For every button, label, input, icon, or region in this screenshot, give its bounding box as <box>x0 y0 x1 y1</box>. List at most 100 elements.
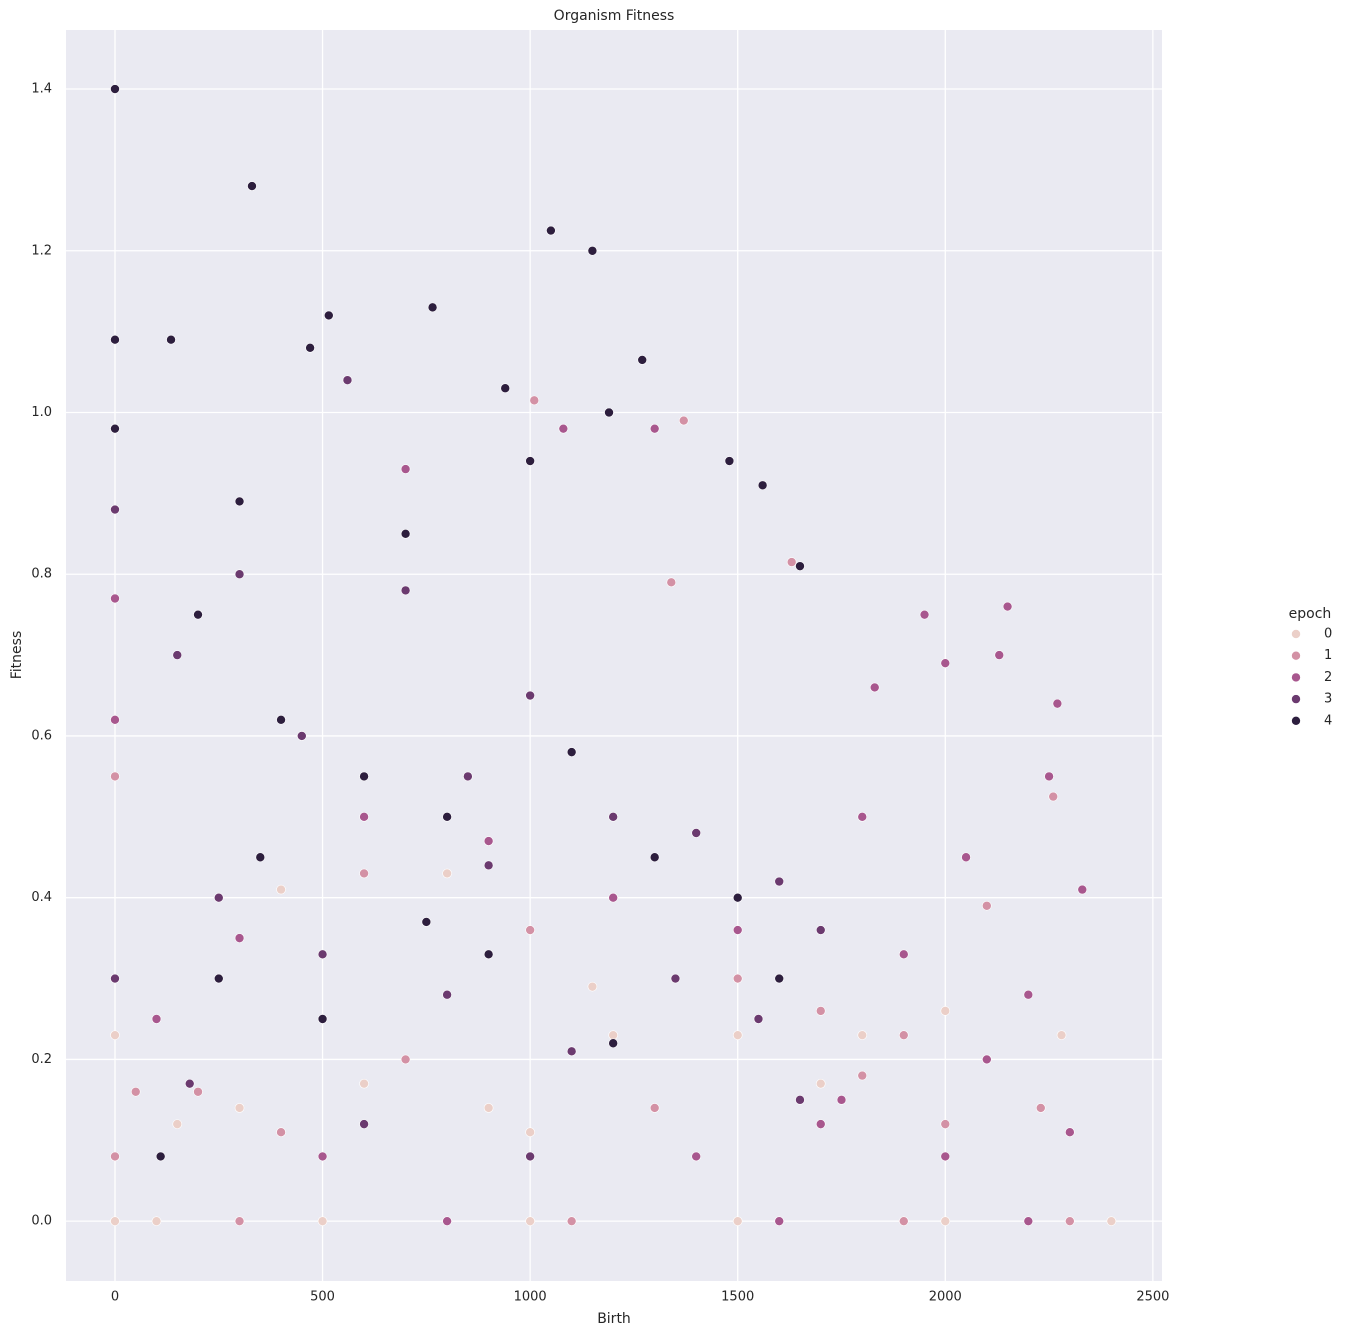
point <box>110 973 120 984</box>
point <box>400 585 411 596</box>
y-axis-label: Fitness <box>9 631 25 680</box>
point <box>546 225 556 236</box>
point <box>869 682 880 693</box>
point <box>442 868 452 879</box>
point <box>359 1119 369 1129</box>
point <box>110 1030 120 1040</box>
point <box>400 464 411 474</box>
point <box>587 981 598 992</box>
point <box>732 1216 743 1226</box>
y-tick-label: 1.0 <box>31 405 52 420</box>
point <box>774 876 785 887</box>
point <box>1065 1216 1075 1226</box>
point <box>774 973 785 984</box>
point <box>172 1119 183 1129</box>
point <box>732 892 743 903</box>
point <box>255 852 266 863</box>
point <box>500 383 511 394</box>
point <box>982 1054 992 1065</box>
point <box>898 1216 909 1226</box>
point <box>1052 698 1063 709</box>
point <box>297 731 307 741</box>
point <box>857 1030 868 1040</box>
point <box>649 1103 660 1113</box>
point <box>608 812 618 822</box>
point <box>525 456 535 466</box>
point <box>666 577 677 588</box>
x-tick-label: 2000 <box>929 1290 962 1305</box>
point <box>724 456 735 466</box>
point <box>483 836 494 846</box>
point <box>110 423 120 434</box>
point <box>442 812 452 822</box>
point <box>276 1127 286 1138</box>
legend-title: epoch <box>1289 606 1332 622</box>
point <box>172 650 183 660</box>
point <box>1023 1216 1034 1226</box>
y-tick-label: 0.8 <box>31 567 52 582</box>
point <box>940 1119 951 1129</box>
legend-marker <box>1291 650 1301 661</box>
point <box>961 852 971 863</box>
point <box>400 528 411 539</box>
x-tick-label: 500 <box>310 1290 335 1305</box>
point <box>691 828 702 838</box>
point <box>359 868 369 879</box>
point <box>193 609 203 620</box>
x-axis-label: Birth <box>597 1311 631 1327</box>
legend-label: 0 <box>1324 627 1332 642</box>
point <box>649 423 660 434</box>
point <box>940 658 951 668</box>
point <box>525 1151 535 1162</box>
point <box>994 650 1005 660</box>
point <box>786 557 797 567</box>
point <box>110 593 120 604</box>
point <box>184 1078 195 1089</box>
point <box>898 1030 909 1040</box>
point <box>732 973 743 984</box>
point <box>836 1095 847 1105</box>
point <box>421 917 432 927</box>
point <box>247 181 257 191</box>
y-tick-label: 0.4 <box>31 890 52 905</box>
point <box>442 1216 452 1226</box>
point <box>982 900 992 911</box>
point <box>1056 1030 1067 1040</box>
point <box>110 1216 120 1226</box>
point <box>608 1030 618 1040</box>
point <box>757 480 768 491</box>
point <box>1077 884 1088 895</box>
point <box>795 1095 805 1105</box>
point <box>898 949 909 960</box>
point <box>193 1086 203 1097</box>
point <box>1044 771 1054 782</box>
point <box>940 1216 951 1226</box>
point <box>1002 601 1013 612</box>
point <box>234 933 245 943</box>
y-tick-label: 0.6 <box>31 728 52 743</box>
point <box>110 504 120 515</box>
point <box>234 496 245 507</box>
point <box>427 302 438 313</box>
point <box>1023 989 1034 1000</box>
x-tick-label: 0 <box>111 1290 119 1305</box>
point <box>566 1216 577 1226</box>
point <box>483 1103 494 1113</box>
x-tick-label: 1000 <box>514 1290 547 1305</box>
point <box>525 925 535 935</box>
point <box>678 415 689 426</box>
point <box>940 1151 951 1162</box>
point <box>317 1014 328 1024</box>
point <box>604 407 614 418</box>
x-tick-label: 2500 <box>1136 1290 1169 1305</box>
point <box>1048 791 1059 802</box>
point <box>1035 1103 1046 1113</box>
point <box>691 1151 702 1162</box>
point <box>529 395 540 406</box>
point <box>815 1006 826 1016</box>
y-tick-label: 0.2 <box>31 1052 52 1067</box>
point <box>323 310 334 321</box>
point <box>166 334 176 345</box>
point <box>857 812 868 822</box>
